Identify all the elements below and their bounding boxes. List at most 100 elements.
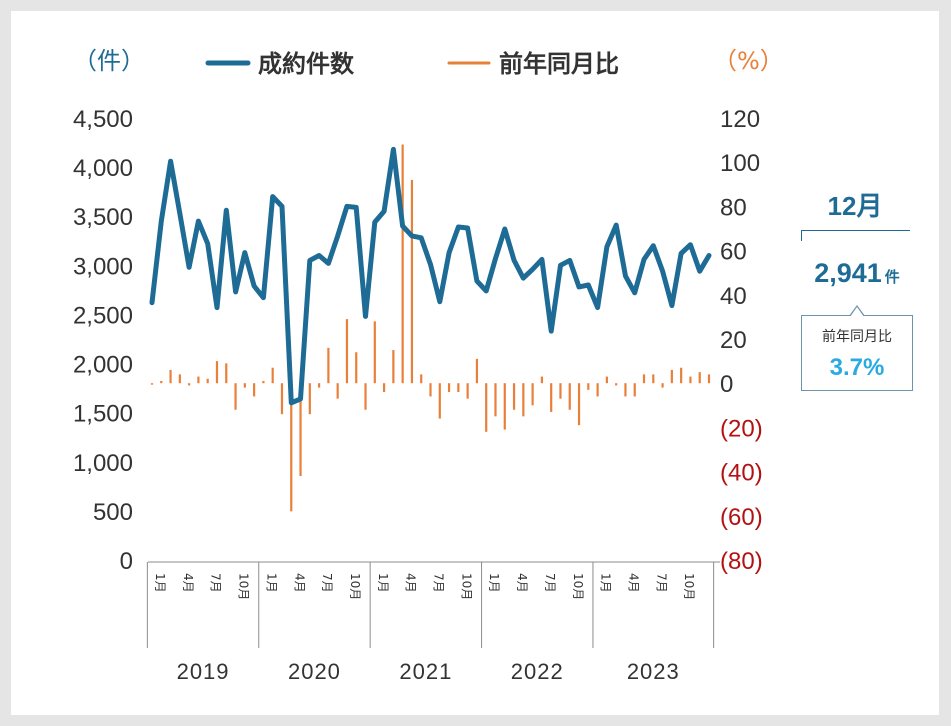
yoy-bar: [605, 376, 608, 384]
legend-label-1: 成約件数: [258, 50, 355, 78]
month-tick-label: 1月: [599, 573, 613, 593]
yoy-bar: [550, 383, 553, 412]
left-tick-label: 4,500: [73, 106, 133, 133]
month-tick-label: 4月: [627, 573, 641, 593]
left-tick-label: 3,000: [73, 253, 133, 280]
year-label-2019: 2019: [177, 659, 230, 684]
month-tick-label: 7月: [543, 573, 557, 593]
right-tick-label: (80): [720, 548, 763, 575]
callout-yoy-box: 前年同月比 3.7%: [801, 315, 913, 391]
left-tick-label: 0: [120, 548, 133, 575]
yoy-bar: [596, 383, 599, 397]
yoy-bar: [373, 321, 376, 384]
right-axis-unit: （%）: [713, 47, 784, 75]
yoy-bar: [197, 376, 200, 384]
month-tick-label: 7月: [209, 573, 223, 593]
month-tick-label: 10月: [237, 573, 251, 600]
yoy-bar: [652, 374, 655, 384]
callout-count-value: 2,941: [814, 258, 882, 288]
right-tick-label: 40: [720, 283, 747, 310]
yoy-bar: [420, 374, 423, 384]
right-tick-label: 0: [720, 371, 733, 398]
yoy-bar: [299, 383, 302, 477]
month-tick-label: 4月: [515, 573, 529, 593]
yoy-bar: [327, 347, 330, 384]
yoy-bar: [336, 383, 339, 399]
month-tick-label: 10月: [348, 573, 362, 600]
chart-card: （件） （%） 成約件数 前年同月比 4,500 4,000 3,500 3,000 2,500…: [11, 11, 939, 715]
yoy-bar: [253, 383, 256, 397]
left-tick-label: 2,500: [73, 302, 133, 329]
callout-count: 2,941 件: [801, 258, 913, 289]
yoy-bar: [531, 383, 534, 406]
yoy-bar: [512, 383, 516, 410]
month-tick-label: 10月: [682, 573, 696, 600]
yoy-bar: [150, 383, 154, 385]
month-tick-label: 1月: [376, 573, 390, 593]
yoy-bar: [689, 376, 692, 384]
year-label-2020: 2020: [288, 659, 341, 684]
month-tick-label: 7月: [654, 573, 668, 593]
yoy-bar: [503, 383, 506, 430]
yoy-bar: [280, 383, 284, 415]
latest-month-callout: 12月 2,941 件 前年同月比 3.7%: [801, 186, 913, 391]
left-tick-label: 1,000: [73, 450, 133, 477]
callout-yoy-value: 3.7%: [829, 354, 885, 381]
yoy-bar: [308, 383, 311, 415]
right-tick-label: (20): [720, 415, 763, 442]
yoy-bar: [494, 383, 497, 417]
month-tick-label: 1月: [264, 573, 278, 593]
right-tick-label: 20: [720, 327, 747, 354]
yoy-bar: [206, 378, 209, 384]
year-label-2021: 2021: [399, 659, 452, 684]
yoy-bar: [661, 383, 664, 388]
callout-divider: [801, 230, 910, 241]
right-tick-label: 100: [720, 150, 760, 177]
right-tick-label: (60): [720, 504, 763, 531]
yoy-bar: [215, 361, 219, 384]
left-tick-label: 2,000: [73, 352, 133, 379]
callout-yoy-label: 前年同月比: [822, 329, 892, 345]
month-tick-label: 7月: [432, 573, 446, 593]
yoy-bar: [577, 383, 581, 426]
yoy-bar: [447, 383, 451, 393]
yoy-bar: [318, 383, 321, 388]
month-tick-label: 1月: [487, 573, 501, 593]
yoy-bar: [262, 380, 265, 384]
yoy-bar: [568, 383, 571, 410]
yoy-bar: [364, 383, 367, 410]
yoy-bar: [624, 383, 627, 397]
right-tick-label: 120: [720, 106, 760, 133]
yoy-bar: [169, 369, 172, 384]
yoy-bar: [615, 383, 618, 386]
left-axis-unit: （件）: [73, 47, 145, 75]
yoy-bar: [345, 319, 349, 384]
callout-box-notch-fill: [850, 307, 864, 317]
left-tick-label: 500: [93, 499, 133, 526]
yoy-bar: [401, 144, 404, 384]
callout-count-unit: 件: [884, 268, 900, 286]
year-label-2022: 2022: [511, 659, 564, 684]
yoy-bar: [429, 383, 432, 397]
yoy-bar: [392, 350, 395, 384]
right-tick-label: (40): [720, 460, 763, 487]
legend-label-2: 前年同月比: [499, 50, 619, 78]
yoy-bar: [670, 369, 673, 384]
yoy-bar: [522, 383, 525, 417]
yoy-bar: [160, 380, 163, 384]
contracts-line: [149, 146, 712, 406]
yoy-bar: [382, 383, 386, 393]
yoy-bar: [475, 358, 479, 384]
yoy-bar: [355, 352, 358, 384]
month-tick-label: 4月: [404, 573, 418, 593]
month-tick-label: 4月: [181, 573, 195, 593]
yoy-bar: [680, 367, 683, 384]
yoy-bar: [225, 363, 228, 384]
month-tick-label: 1月: [153, 573, 167, 593]
yoy-bar: [642, 374, 646, 384]
yoy-bar: [271, 367, 274, 384]
yoy-bar: [234, 383, 237, 410]
left-tick-label: 1,500: [73, 401, 133, 428]
yoy-bar: [290, 383, 293, 512]
right-tick-label: 80: [720, 194, 747, 221]
